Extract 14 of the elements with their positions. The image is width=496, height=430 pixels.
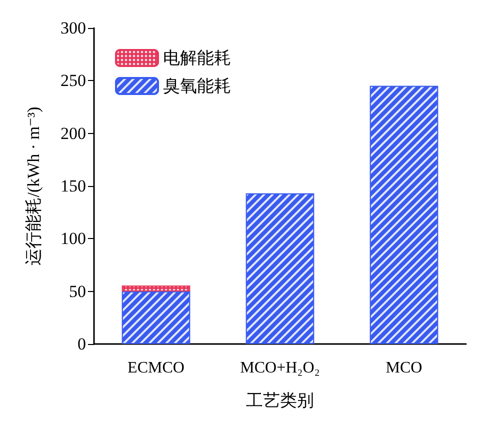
legend-label: 臭氧能耗 [163, 76, 231, 96]
y-axis-title: 运行能耗/(kWh · m⁻³) [24, 106, 43, 266]
y-tick-label: 100 [60, 229, 86, 248]
y-tick-label: 150 [60, 176, 86, 196]
y-tick-label: 50 [69, 282, 86, 301]
x-axis-title: 工艺类别 [246, 391, 314, 410]
x-tick-label: MCO+H₂O₂ [240, 360, 320, 376]
x-tick-label: MCO [386, 360, 422, 376]
y-tick-label: 300 [60, 18, 86, 38]
x-tick-label: ECMCO [128, 360, 184, 376]
legend-label: 电解能耗 [163, 48, 231, 68]
y-tick-label: 200 [60, 124, 86, 143]
y-tick-label: 250 [60, 71, 86, 90]
y-tick-label: 0 [78, 334, 86, 354]
